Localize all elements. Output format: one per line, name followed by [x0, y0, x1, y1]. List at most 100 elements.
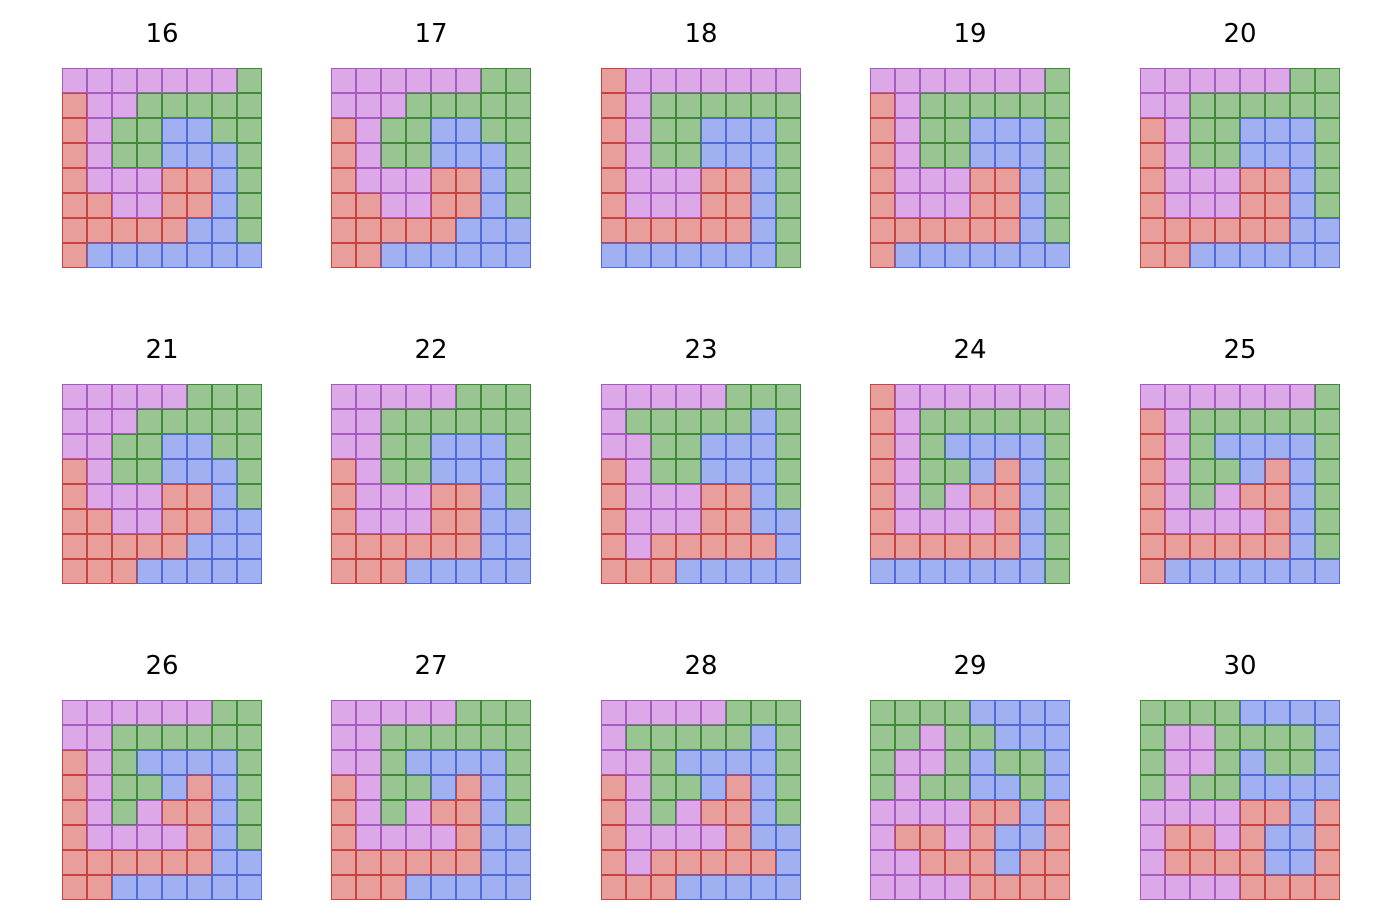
- grid-cell: [995, 384, 1020, 409]
- grid-cell: [995, 193, 1020, 218]
- grid-cell: [920, 168, 945, 193]
- grid-cell: [751, 534, 776, 559]
- grid-cell: [381, 409, 406, 434]
- grid-cell: [995, 168, 1020, 193]
- grid-cell: [1165, 750, 1190, 775]
- grid-cell: [751, 700, 776, 725]
- grid-cell: [212, 118, 237, 143]
- grid-cell: [62, 93, 87, 118]
- grid-cell: [626, 409, 651, 434]
- grid-cell: [1240, 143, 1265, 168]
- grid-cell: [62, 559, 87, 584]
- grid-panel-27: 27: [331, 651, 531, 900]
- grid-cell: [1240, 218, 1265, 243]
- grid-cell: [1215, 559, 1240, 584]
- grid-cell: [1315, 725, 1340, 750]
- grid-cell: [920, 850, 945, 875]
- grid-cell: [945, 243, 970, 268]
- grid-cell: [601, 725, 626, 750]
- grid-cell: [356, 68, 381, 93]
- grid-cell: [651, 725, 676, 750]
- grid-cell: [1140, 875, 1165, 900]
- grid-cell: [62, 484, 87, 509]
- grid-cell: [331, 534, 356, 559]
- grid-cell: [481, 775, 506, 800]
- grid-cell: [1265, 409, 1290, 434]
- grid-cell: [381, 93, 406, 118]
- panel-title: 22: [414, 335, 447, 365]
- grid-cell: [331, 775, 356, 800]
- grid-cell: [751, 725, 776, 750]
- grid-cell: [87, 409, 112, 434]
- grid-cell: [406, 725, 431, 750]
- grid-cell: [237, 434, 262, 459]
- grid-cell: [162, 700, 187, 725]
- grid-cell: [1045, 559, 1070, 584]
- grid-cell: [456, 559, 481, 584]
- grid-cell: [87, 875, 112, 900]
- grid-cell: [701, 825, 726, 850]
- grid-cell: [212, 559, 237, 584]
- grid-cell: [1140, 218, 1165, 243]
- grid-cell: [651, 775, 676, 800]
- grid-cell: [920, 384, 945, 409]
- grid-cell: [237, 143, 262, 168]
- grid-cell: [726, 409, 751, 434]
- grid-cell: [1020, 509, 1045, 534]
- grid-cell: [431, 850, 456, 875]
- grid-cell: [187, 143, 212, 168]
- grid-cell: [506, 434, 531, 459]
- grid-cell: [87, 168, 112, 193]
- grid-cell: [1165, 168, 1190, 193]
- grid-cell: [995, 459, 1020, 484]
- grid-cell: [726, 68, 751, 93]
- grid-cell: [456, 534, 481, 559]
- grid-cell: [431, 243, 456, 268]
- grid-cell: [1190, 559, 1215, 584]
- grid-cell: [506, 725, 531, 750]
- grid-cell: [895, 725, 920, 750]
- grid-panel-21: 21: [62, 335, 262, 584]
- grid-cell: [1240, 409, 1265, 434]
- grid-cell: [751, 559, 776, 584]
- grid-cell: [751, 434, 776, 459]
- grid-cell: [1265, 850, 1290, 875]
- grid-cell: [431, 700, 456, 725]
- grid-cell: [87, 700, 112, 725]
- grid-cell: [1290, 509, 1315, 534]
- grid-cell: [1240, 243, 1265, 268]
- grid-cell: [920, 534, 945, 559]
- grid-cell: [1240, 750, 1265, 775]
- grid-cell: [1290, 143, 1315, 168]
- grid-cell: [970, 700, 995, 725]
- grid-cell: [1140, 434, 1165, 459]
- grid-cell: [1045, 875, 1070, 900]
- grid-cell: [776, 384, 801, 409]
- grid-cell: [651, 434, 676, 459]
- grid-cell: [1165, 534, 1190, 559]
- grid-cell: [1045, 825, 1070, 850]
- grid-cell: [112, 725, 137, 750]
- grid-cell: [137, 484, 162, 509]
- grid-cell: [895, 850, 920, 875]
- grid-cell: [601, 118, 626, 143]
- grid-cell: [431, 725, 456, 750]
- grid-cell: [331, 68, 356, 93]
- grid-cell: [726, 93, 751, 118]
- grid-cell: [945, 750, 970, 775]
- grid-cell: [381, 143, 406, 168]
- grid-cell: [1265, 384, 1290, 409]
- grid-cell: [676, 800, 701, 825]
- grid-cell: [356, 775, 381, 800]
- grid-cell: [1215, 725, 1240, 750]
- grid-cell: [870, 168, 895, 193]
- grid-cell: [1240, 534, 1265, 559]
- grid-cell: [212, 700, 237, 725]
- grid-cell: [945, 775, 970, 800]
- grid-cell: [1140, 68, 1165, 93]
- grid-cell: [626, 800, 651, 825]
- grid-cell: [187, 93, 212, 118]
- grid-cell: [870, 775, 895, 800]
- grid-cell: [1240, 825, 1265, 850]
